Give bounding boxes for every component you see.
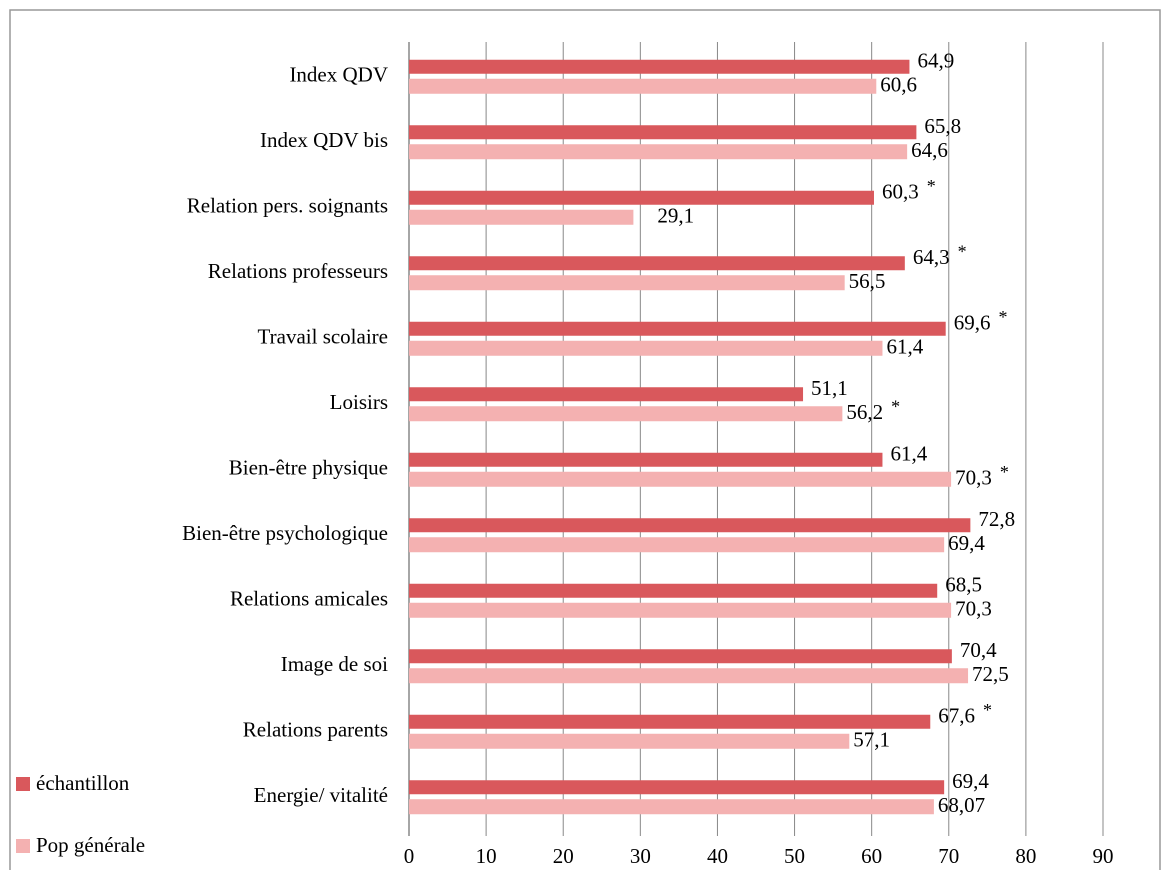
value-label: 70,3 (955, 466, 992, 490)
value-label: 69,4 (948, 531, 985, 555)
bar (409, 275, 845, 291)
x-tick-label: 60 (861, 844, 882, 868)
x-tick-label: 20 (553, 844, 574, 868)
bar (409, 518, 971, 533)
value-label: 51,1 (811, 376, 848, 400)
value-label: 56,5 (849, 269, 886, 293)
bar (409, 537, 945, 553)
bar (409, 144, 908, 160)
bar (409, 471, 952, 487)
bar (409, 321, 946, 336)
value-label: 70,4 (960, 638, 997, 662)
value-label: 70,3 (955, 597, 992, 621)
annotation: * (983, 700, 992, 720)
x-tick-label: 50 (784, 844, 805, 868)
x-tick-label: 0 (404, 844, 415, 868)
x-tick-label: 90 (1093, 844, 1114, 868)
annotation: * (927, 176, 936, 196)
category-label: Loisirs (330, 390, 388, 414)
x-tick-label: 30 (630, 844, 651, 868)
value-label: 61,4 (886, 335, 923, 359)
value-label: 29,1 (657, 204, 694, 228)
value-label: 72,5 (972, 662, 1009, 686)
legend-swatch (16, 839, 30, 853)
category-label: Index QDV bis (260, 128, 388, 152)
bar (409, 59, 910, 74)
annotation: * (891, 396, 900, 416)
category-label: Index QDV (289, 63, 388, 87)
value-label: 69,6 (954, 311, 991, 335)
value-label: 60,3 (882, 180, 919, 204)
bar (409, 602, 952, 618)
bar (409, 799, 934, 815)
bar (409, 649, 952, 664)
annotation: * (1000, 462, 1009, 482)
value-label: 64,3 (913, 245, 950, 269)
value-label: 64,6 (911, 138, 948, 162)
bar (409, 714, 931, 729)
x-tick-label: 80 (1015, 844, 1036, 868)
bar (409, 668, 969, 684)
bar (409, 125, 917, 140)
category-label: Relation pers. soignants (187, 194, 388, 218)
value-label: 68,07 (938, 793, 985, 817)
value-label: 56,2 (846, 400, 883, 424)
x-tick-label: 40 (707, 844, 728, 868)
bar (409, 190, 874, 205)
value-label: 64,9 (917, 49, 954, 73)
bar (409, 452, 883, 467)
category-label: Relations amicales (230, 587, 388, 611)
category-label: Bien-être physique (229, 456, 388, 480)
category-label: Energie/ vitalité (254, 783, 388, 807)
bar (409, 406, 843, 422)
value-label: 68,5 (945, 573, 982, 597)
bar (409, 780, 945, 795)
legend-label: échantillon (36, 771, 130, 795)
value-label: 69,4 (952, 769, 989, 793)
value-label: 65,8 (924, 114, 961, 138)
value-label: 72,8 (978, 507, 1015, 531)
value-label: 61,4 (890, 442, 927, 466)
bar (409, 209, 634, 225)
bar (409, 256, 905, 271)
category-label: Relations parents (243, 718, 388, 742)
value-label: 67,6 (938, 704, 975, 728)
legend-label: Pop générale (36, 833, 145, 857)
x-tick-label: 70 (938, 844, 959, 868)
category-label: Travail scolaire (258, 325, 388, 349)
category-label: Bien-être psychologique (182, 521, 388, 545)
bar (409, 78, 877, 94)
legend-swatch (16, 777, 30, 791)
category-label: Image de soi (281, 652, 388, 676)
value-label: 57,1 (853, 728, 890, 752)
value-label: 60,6 (880, 73, 917, 97)
bar (409, 387, 804, 402)
annotation: * (958, 241, 967, 261)
annotation: * (998, 307, 1007, 327)
category-label: Relations professeurs (208, 259, 388, 283)
bar (409, 340, 883, 356)
x-tick-label: 10 (476, 844, 497, 868)
bar (409, 733, 850, 749)
bar (409, 583, 938, 598)
